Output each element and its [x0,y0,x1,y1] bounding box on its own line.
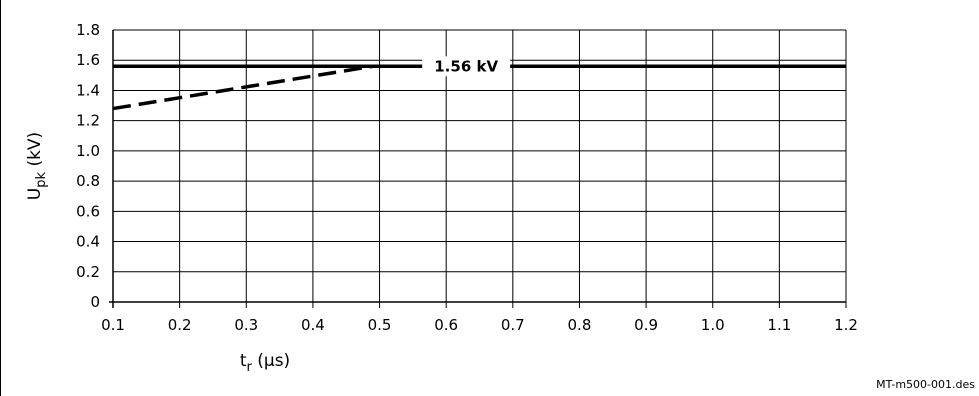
x-tick-label: 0.9 [634,316,658,334]
grid [109,29,847,308]
y-axis-title: Upk (kV) [25,132,49,200]
series-line-dashed [112,64,374,111]
x-tick-label: 0.1 [101,316,125,334]
y-tick-label: 0.8 [76,172,100,190]
x-tick-label: 1.0 [701,316,725,334]
x-tick-label: 1.1 [767,316,791,334]
y-tick-label: 0.6 [76,202,100,220]
y-tick-label: 1.0 [76,142,100,160]
x-tick-label: 0.2 [168,316,192,334]
x-tick-label: 0.4 [301,316,325,334]
x-axis-title: tr (μs) [240,351,290,375]
annotation-background [422,56,511,77]
y-tick-label: 1.4 [76,81,100,99]
annotations: 1.56 kV [422,56,511,77]
y-tick-label: 0.2 [76,263,100,281]
x-tick-label: 1.2 [834,316,858,334]
tick-labels: 0.1 0.2 0.3 0.4 0.5 0.6 0.7 0.8 0.9 1.0 1.1 1.2 0 0.2… [76,21,858,334]
file-reference: MT-m500-001.des [876,378,975,391]
x-tick-label: 0.3 [234,316,258,334]
x-tick-label: 0.6 [434,316,458,334]
x-tick-label: 0.8 [568,316,592,334]
y-tick-label: 0 [90,293,100,311]
x-tick-label: 0.5 [368,316,392,334]
y-tick-label: 1.2 [76,112,100,130]
y-tick-label: 0.4 [76,233,100,251]
y-tick-label: 1.6 [76,51,100,69]
x-tick-label: 0.7 [501,316,525,334]
annotation-label: 1.56 kV [434,57,498,75]
y-tick-label: 1.8 [76,21,100,39]
